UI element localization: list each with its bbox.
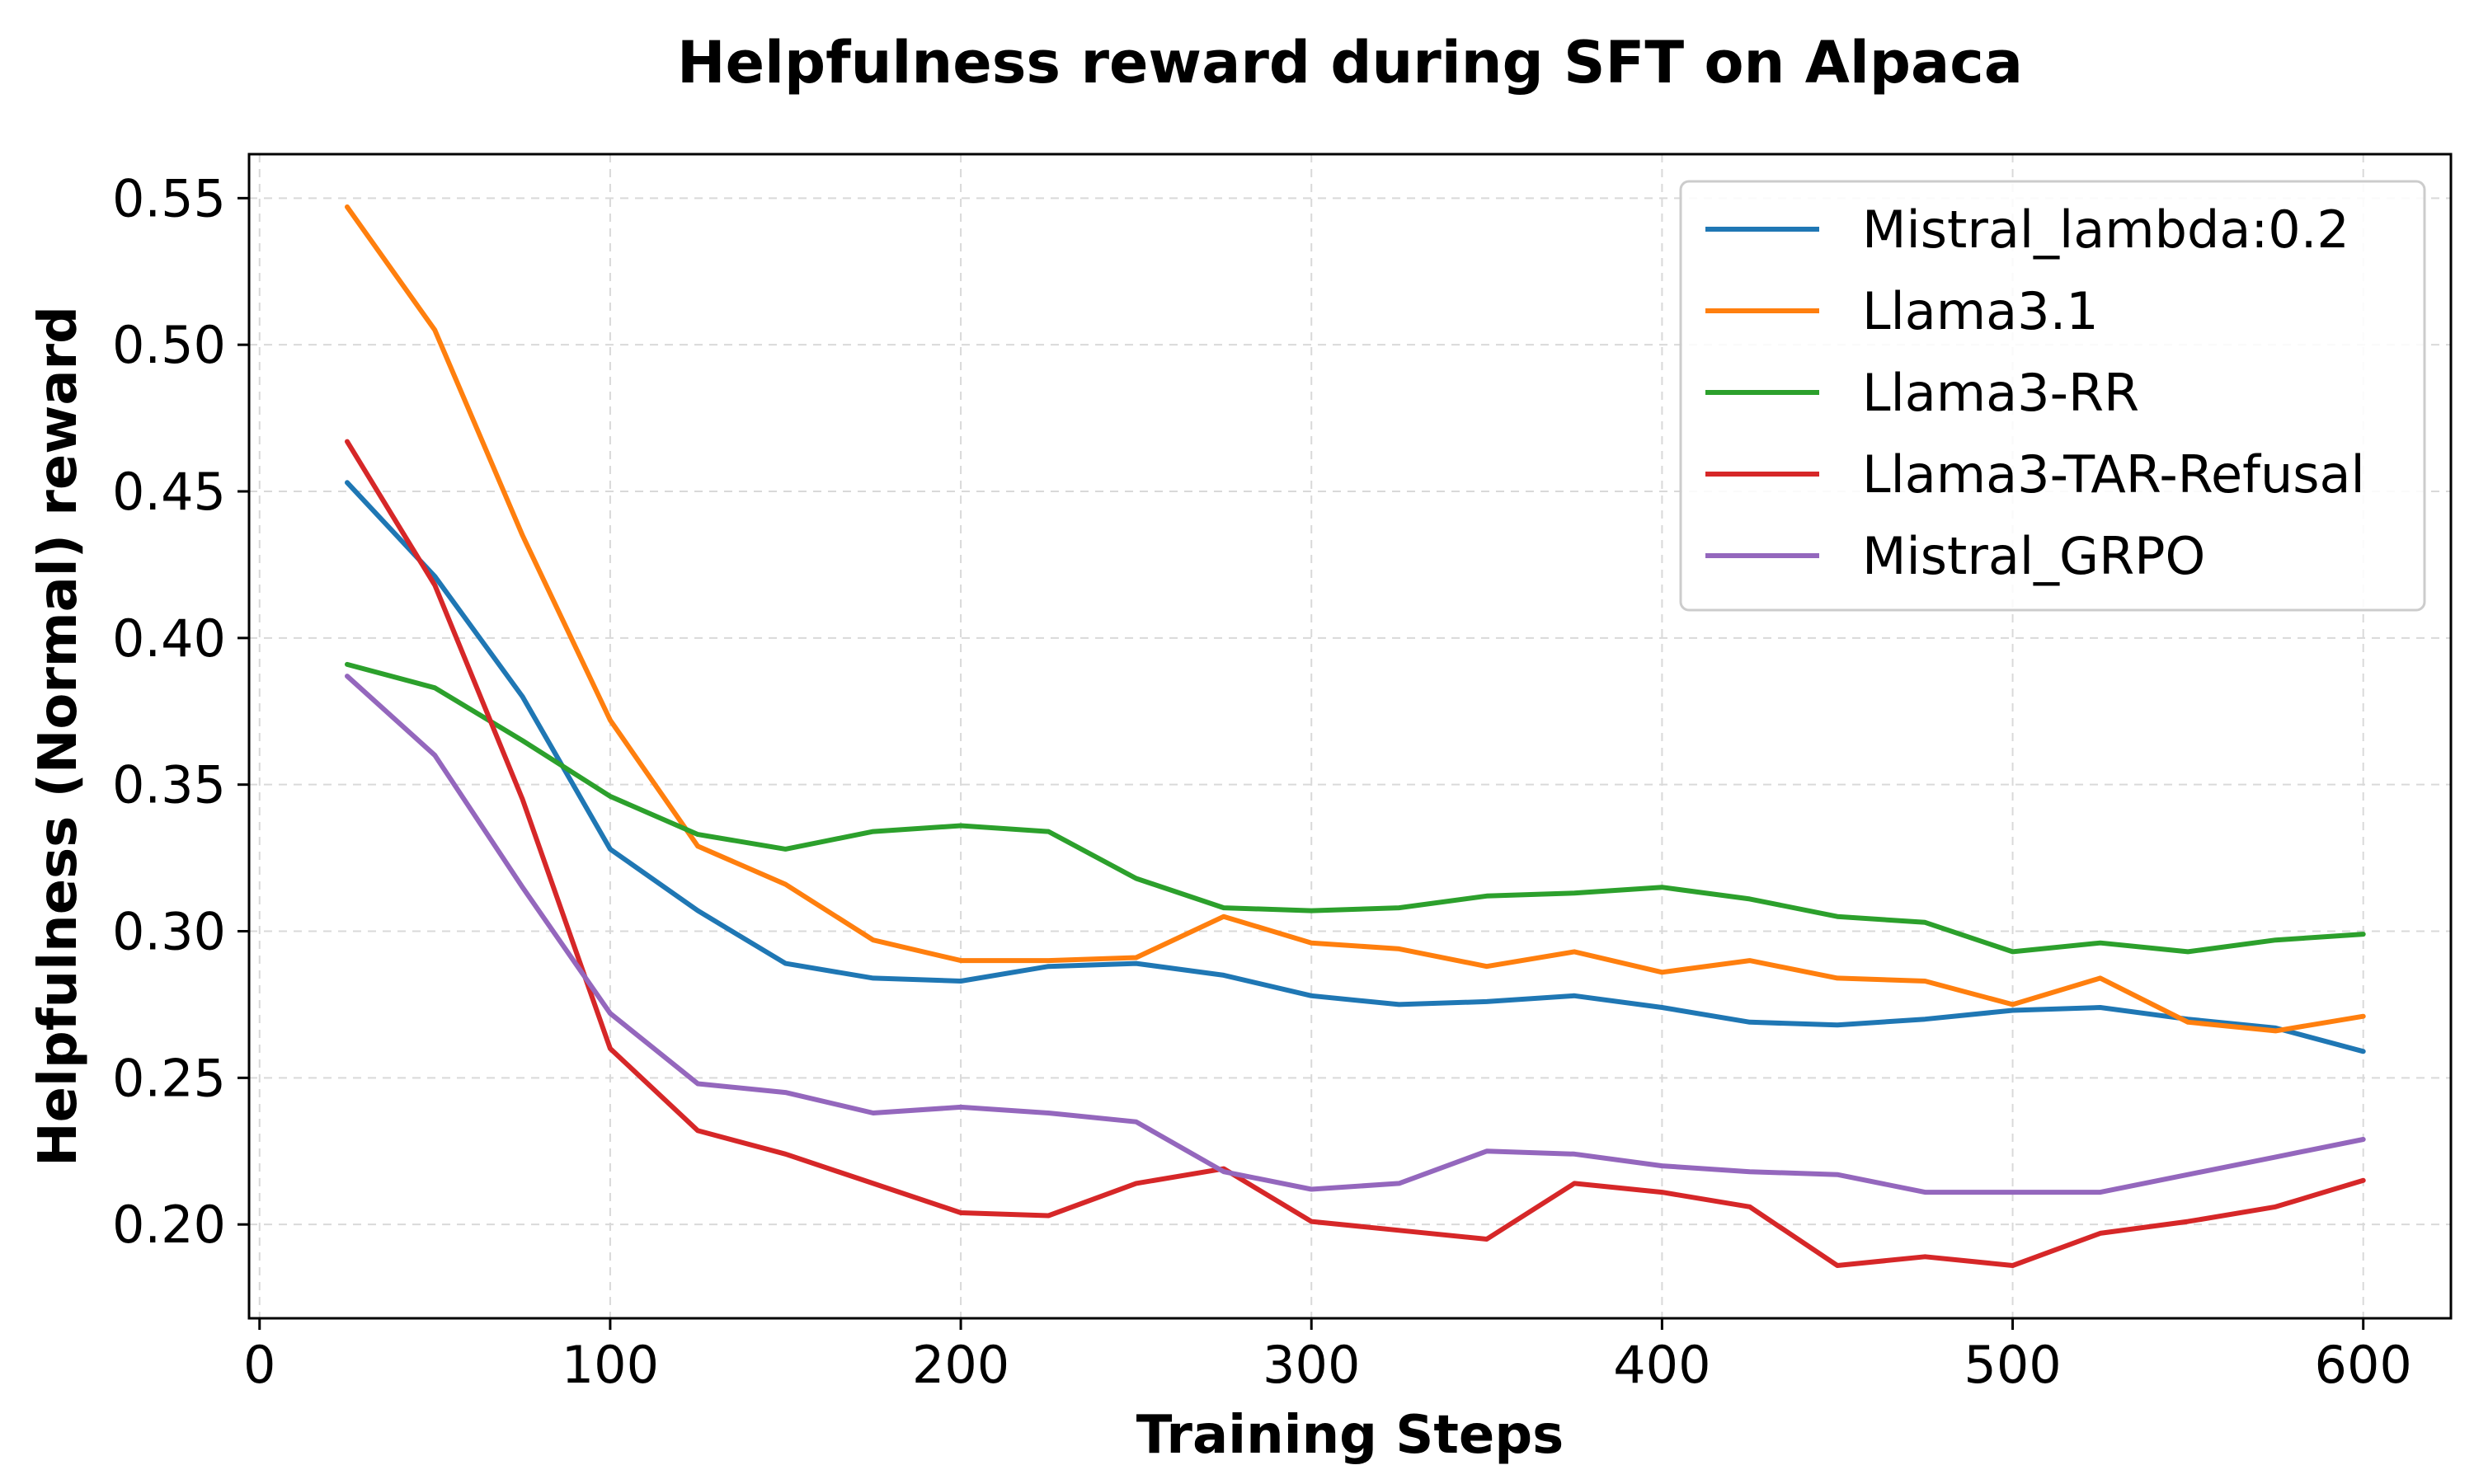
y-tick-label: 0.30	[112, 902, 226, 962]
legend-item-mistral-grpo: Mistral_GRPO	[1705, 526, 2205, 586]
series-line-llama3-rr	[345, 661, 2366, 955]
legend-box	[1679, 180, 2426, 612]
legend-label: Llama3-RR	[1862, 363, 2139, 423]
series-line-mistral-grpo	[345, 674, 2366, 1195]
y-tick-label: 0.40	[112, 608, 226, 669]
axis-ticks	[238, 196, 2365, 1330]
series-line-mistral-lambda-0-2	[345, 480, 2366, 1054]
series-line-llama3-tar-refusal	[345, 439, 2366, 1268]
legend-label: Mistral_lambda:0.2	[1862, 200, 2349, 260]
x-tick-label: 200	[912, 1335, 1009, 1395]
legend-item-llama3-rr: Llama3-RR	[1705, 363, 2139, 423]
legend-label: Llama3.1	[1862, 281, 2099, 341]
x-tick-label: 500	[1964, 1335, 2061, 1395]
y-tick-label: 0.55	[112, 168, 226, 228]
x-tick-label: 300	[1263, 1335, 1360, 1395]
legend: Mistral_lambda:0.2 Llama3.1 Llama3-RR Llama…	[1679, 180, 2426, 612]
y-tick-label: 0.35	[112, 755, 226, 815]
x-tick-label: 600	[2315, 1335, 2412, 1395]
y-tick-label: 0.25	[112, 1048, 226, 1108]
series-line-llama3-1	[345, 204, 2366, 1034]
y-tick-labels: 0.20 0.25 0.30 0.35 0.40 0.45 0.50 0.55	[112, 168, 226, 1255]
x-tick-label: 100	[562, 1335, 659, 1395]
y-tick-label: 0.45	[112, 462, 226, 522]
legend-label: Llama3-TAR-Refusal	[1862, 444, 2365, 505]
legend-item-mistral-lambda-0-2: Mistral_lambda:0.2	[1705, 200, 2349, 260]
legend-label: Mistral_GRPO	[1862, 526, 2205, 586]
y-tick-label: 0.50	[112, 315, 226, 375]
x-tick-labels: 0 100 200 300 400 500 600	[243, 1335, 2412, 1395]
x-tick-label: 0	[243, 1335, 275, 1395]
legend-item-llama3-1: Llama3.1	[1705, 281, 2099, 341]
chart-title: Helpfulness reward during SFT on Alpaca	[677, 29, 2023, 96]
legend-item-llama3-tar-refusal: Llama3-TAR-Refusal	[1705, 444, 2365, 505]
series-lines	[345, 204, 2366, 1268]
x-axis-label: Training Steps	[1136, 1405, 1564, 1466]
y-tick-label: 0.20	[112, 1195, 226, 1255]
legend-items: Mistral_lambda:0.2 Llama3.1 Llama3-RR Llama…	[1705, 200, 2365, 586]
x-tick-label: 400	[1613, 1335, 1710, 1395]
y-axis-label: Helpfulness (Normal) reward	[28, 306, 89, 1167]
plot-frame	[247, 153, 2453, 1320]
